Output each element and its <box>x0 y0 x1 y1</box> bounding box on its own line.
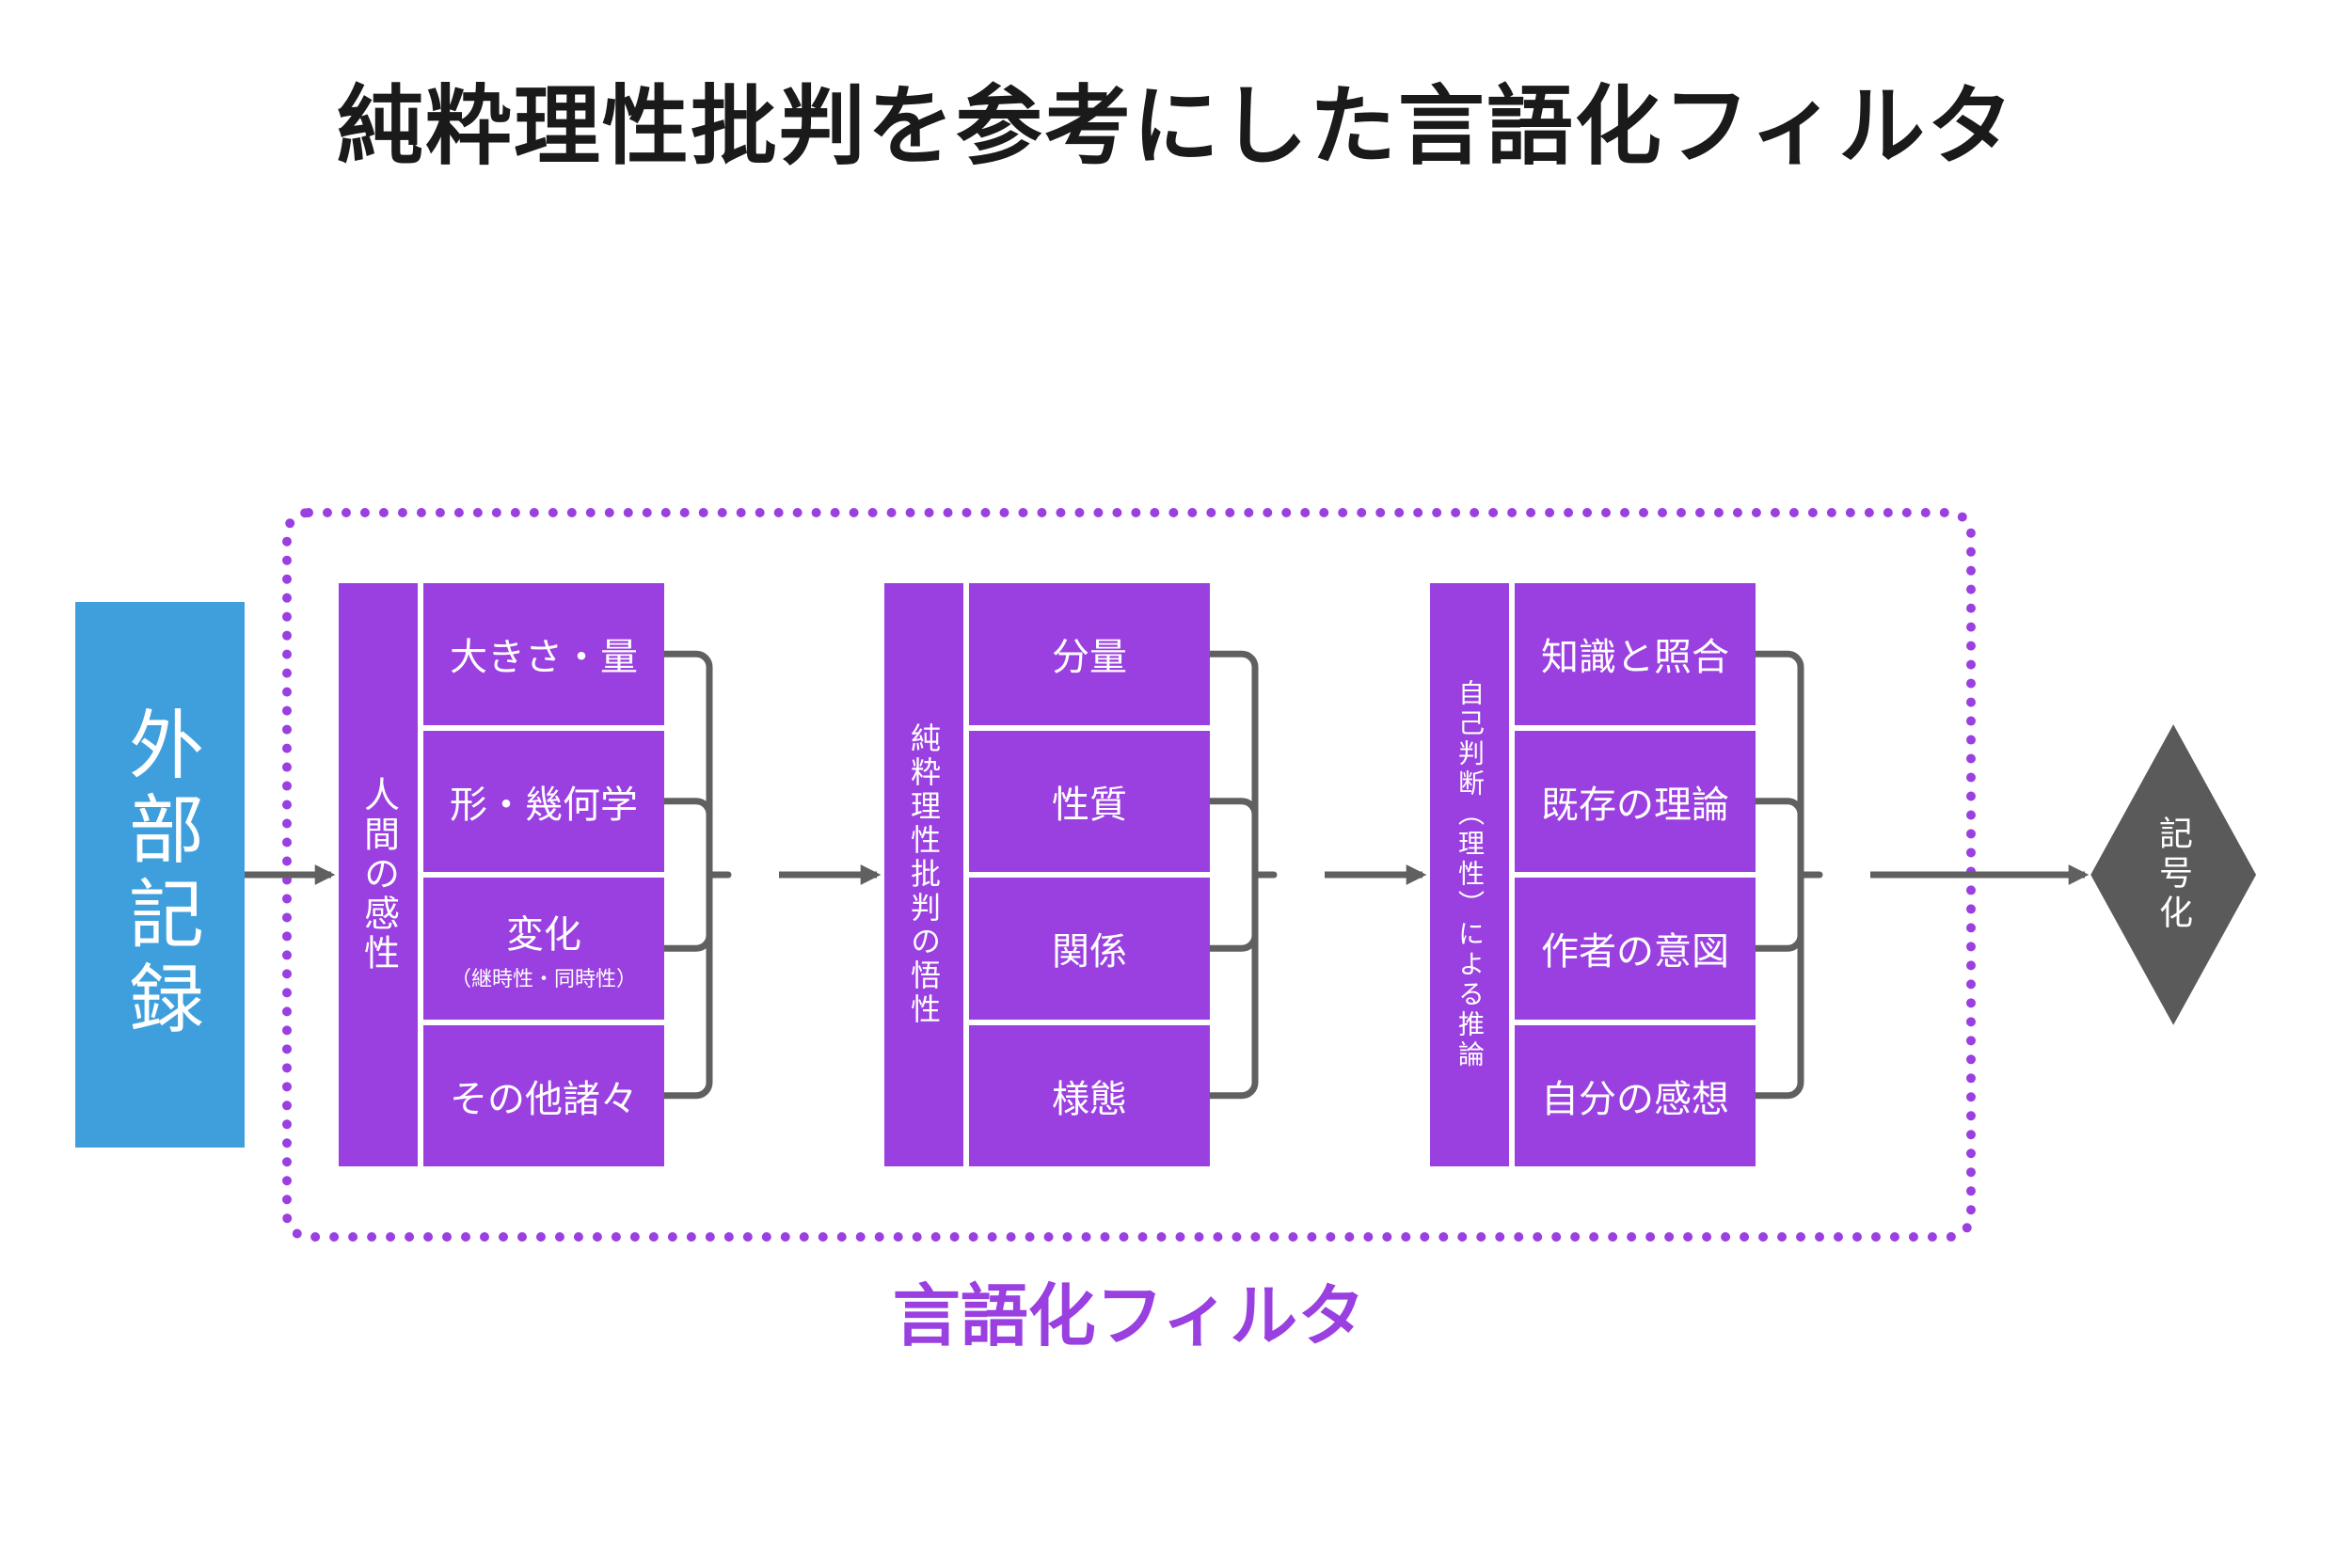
input-label: 外部記録 <box>105 705 215 1044</box>
stage-2: 自己判断（理性）による推論知識と照合既存の理論作者の意図自分の感想 <box>1430 583 1756 1166</box>
stage-1: 純粋理性批判の悟性分量性質関係様態 <box>884 583 1210 1166</box>
stage-0-item-0: 大きさ・量 <box>423 583 664 725</box>
stage-0-item-3: その他諸々 <box>423 1025 664 1167</box>
stage-2-item-2: 作者の意図 <box>1515 878 1756 1020</box>
stage-1-item-1: 性質 <box>969 731 1210 873</box>
stage-0-item-1: 形・幾何学 <box>423 731 664 873</box>
output-label: 記号化 <box>2149 816 2198 934</box>
stage-1-item-2: 関係 <box>969 878 1210 1020</box>
stage-2-item-1: 既存の理論 <box>1515 731 1756 873</box>
stage-0: 人間の感性大きさ・量形・幾何学変化（継時性・同時性）その他諸々 <box>339 583 664 1166</box>
filter-group-label: 言語化フィルタ <box>282 1260 1976 1359</box>
stage-1-item-0: 分量 <box>969 583 1210 725</box>
stage-2-item-0: 知識と照合 <box>1515 583 1756 725</box>
stage-header-1: 純粋理性批判の悟性 <box>884 583 963 1166</box>
stage-header-0: 人間の感性 <box>339 583 418 1166</box>
stage-2-item-3: 自分の感想 <box>1515 1025 1756 1167</box>
diagram-canvas: 純粋理性批判を参考にした言語化フィルタ 言語化フィルタ 外部記録 人間の感性大き… <box>0 0 2352 1568</box>
input-box: 外部記録 <box>75 602 245 1148</box>
page-title: 純粋理性批判を参考にした言語化フィルタ <box>0 56 2352 182</box>
stage-1-item-3: 様態 <box>969 1025 1210 1167</box>
stage-header-2: 自己判断（理性）による推論 <box>1430 583 1509 1166</box>
stage-0-item-2: 変化（継時性・同時性） <box>423 878 664 1020</box>
output-diamond: 記号化 <box>2023 724 2324 1025</box>
